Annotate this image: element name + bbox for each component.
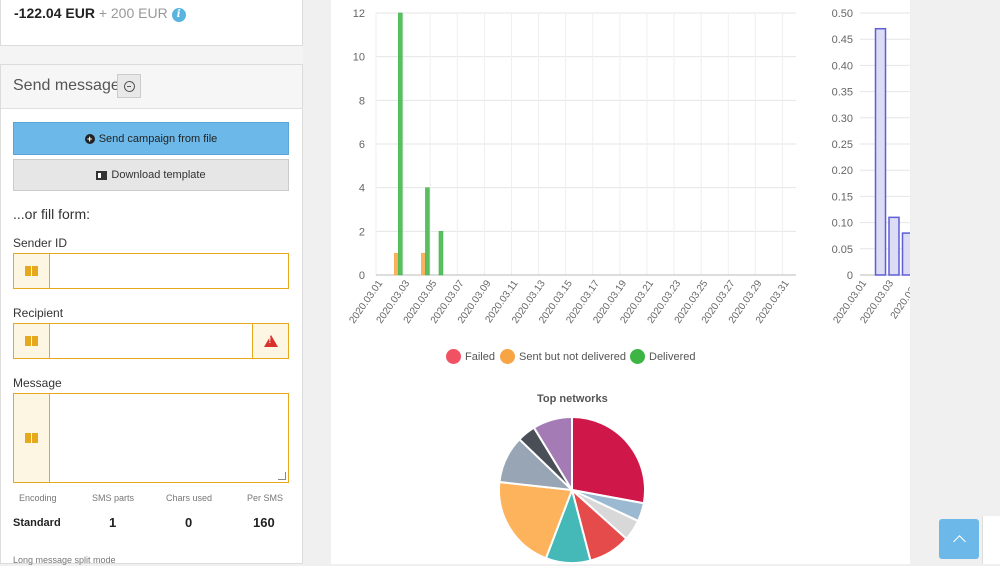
- resize-handle[interactable]: [278, 472, 286, 480]
- recipient-field[interactable]: [13, 323, 289, 359]
- stat-per-sms-header: Per SMS: [247, 493, 284, 503]
- message-book-addon[interactable]: [14, 394, 50, 482]
- y-tick-label: 6: [359, 139, 365, 151]
- pie-slice: [532, 415, 573, 494]
- y-tick-label: 0: [847, 270, 853, 282]
- download-template-button[interactable]: Download template: [13, 159, 289, 191]
- legend-delivered-label: Delivered: [649, 350, 696, 363]
- y-tick-label: 0.50: [832, 8, 853, 20]
- download-template-label: Download template: [111, 169, 206, 181]
- sender-book-addon[interactable]: [14, 254, 50, 288]
- send-message-header: Send message: [1, 65, 302, 109]
- stat-encoding-value: Standard: [13, 517, 61, 529]
- long-message-label: Long message split mode: [13, 555, 116, 565]
- sender-id-field[interactable]: [13, 253, 289, 289]
- message-textarea[interactable]: [13, 393, 289, 483]
- send-campaign-label: Send campaign from file: [98, 132, 218, 145]
- legend-delivered[interactable]: Delivered: [630, 349, 695, 364]
- send-message-title: Send message: [13, 77, 120, 94]
- bar-sent-but-not-delivered: [421, 252, 426, 276]
- stat-encoding-header: Encoding: [19, 493, 57, 503]
- cost-bar: [901, 232, 910, 276]
- y-tick-label: 0.05: [832, 244, 853, 256]
- legend-sent-label: Sent but not delivered: [519, 350, 627, 363]
- pie-chart-title: Top networks: [537, 393, 608, 405]
- bar-sent-but-not-delivered: [394, 252, 399, 276]
- y-tick-label: 0.25: [832, 139, 853, 151]
- legend-sent[interactable]: Sent but not delivered: [500, 349, 626, 364]
- y-tick-label: 0.40: [832, 60, 853, 72]
- chevron-up-icon: [952, 535, 966, 548]
- stat-parts-header: SMS parts: [92, 493, 135, 503]
- balance: -122.04 EUR + 200 EUR i: [14, 5, 186, 22]
- y-tick-label: 12: [353, 8, 365, 20]
- plus-circle-icon: +: [84, 133, 95, 144]
- send-campaign-button[interactable]: + Send campaign from file: [13, 122, 289, 155]
- delivered-legend-swatch: [630, 349, 645, 364]
- collapse-button[interactable]: [117, 74, 141, 98]
- balance-amount: -122.04 EUR: [14, 5, 95, 21]
- y-tick-label: 0.30: [832, 113, 853, 125]
- stat-chars-value: 0: [185, 515, 193, 530]
- balance-credit: + 200 EUR: [98, 5, 168, 21]
- send-message-card: Send message + Send campaign from file D…: [0, 64, 303, 565]
- recipient-warning-addon: [252, 324, 288, 358]
- y-tick-label: 0.45: [832, 34, 853, 46]
- right-strip: [910, 0, 1000, 564]
- y-tick-label: 10: [353, 52, 365, 64]
- or-fill-form-heading: ...or fill form:: [13, 206, 91, 222]
- warning-icon: [263, 335, 278, 347]
- cost-bar: [874, 27, 887, 276]
- y-tick-label: 8: [359, 95, 365, 107]
- failed-legend-swatch: [446, 349, 461, 364]
- message-label: Message: [13, 376, 62, 390]
- info-icon[interactable]: i: [171, 8, 186, 22]
- address-book-icon: [25, 433, 38, 443]
- bar-delivered: [398, 12, 403, 276]
- sender-id-label: Sender ID: [13, 236, 68, 250]
- y-tick-label: 2: [359, 226, 365, 238]
- y-tick-label: 0: [359, 270, 365, 282]
- bar-delivered: [438, 231, 444, 276]
- stat-parts-value: 1: [109, 515, 117, 530]
- y-tick-label: 0.35: [832, 87, 853, 99]
- address-book-icon: [25, 336, 38, 346]
- cost-chart: 0 0.05 0.10 0.15 0.20 0.25 0.30 0.35 0.40 0.45 0.5…: [831, 8, 910, 326]
- sent-legend-swatch: [500, 349, 515, 364]
- y-tick-label: 0.15: [832, 191, 853, 203]
- y-tick-label: 4: [359, 183, 365, 195]
- balance-card: -122.04 EUR + 200 EUR i: [0, 0, 303, 46]
- recaptcha-badge[interactable]: [982, 516, 1000, 564]
- daily-status-chart: 0246810122020.03.012020.03.032020.03.052…: [348, 8, 796, 326]
- left-panel: -122.04 EUR + 200 EUR i Send message + S…: [0, 0, 303, 565]
- stat-per-sms-value: 160: [253, 515, 275, 530]
- y-tick-label: 0.10: [832, 218, 853, 230]
- legend-failed-label: Failed: [465, 350, 495, 363]
- recipient-label: Recipient: [13, 306, 64, 320]
- pie-slice: [571, 415, 646, 505]
- excel-file-icon: [96, 170, 108, 180]
- scroll-to-top-button[interactable]: [939, 519, 979, 559]
- minus-circle-icon: [123, 80, 135, 92]
- top-networks-pie: [498, 415, 646, 564]
- stat-chars-header: Chars used: [166, 493, 213, 503]
- y-tick-label: 0.20: [832, 165, 853, 177]
- legend-failed[interactable]: Failed: [446, 349, 495, 364]
- cost-bar: [888, 216, 900, 276]
- recipient-book-addon[interactable]: [14, 324, 50, 358]
- bar-delivered: [425, 187, 430, 276]
- pie-slice: [498, 480, 574, 560]
- address-book-icon: [25, 266, 38, 276]
